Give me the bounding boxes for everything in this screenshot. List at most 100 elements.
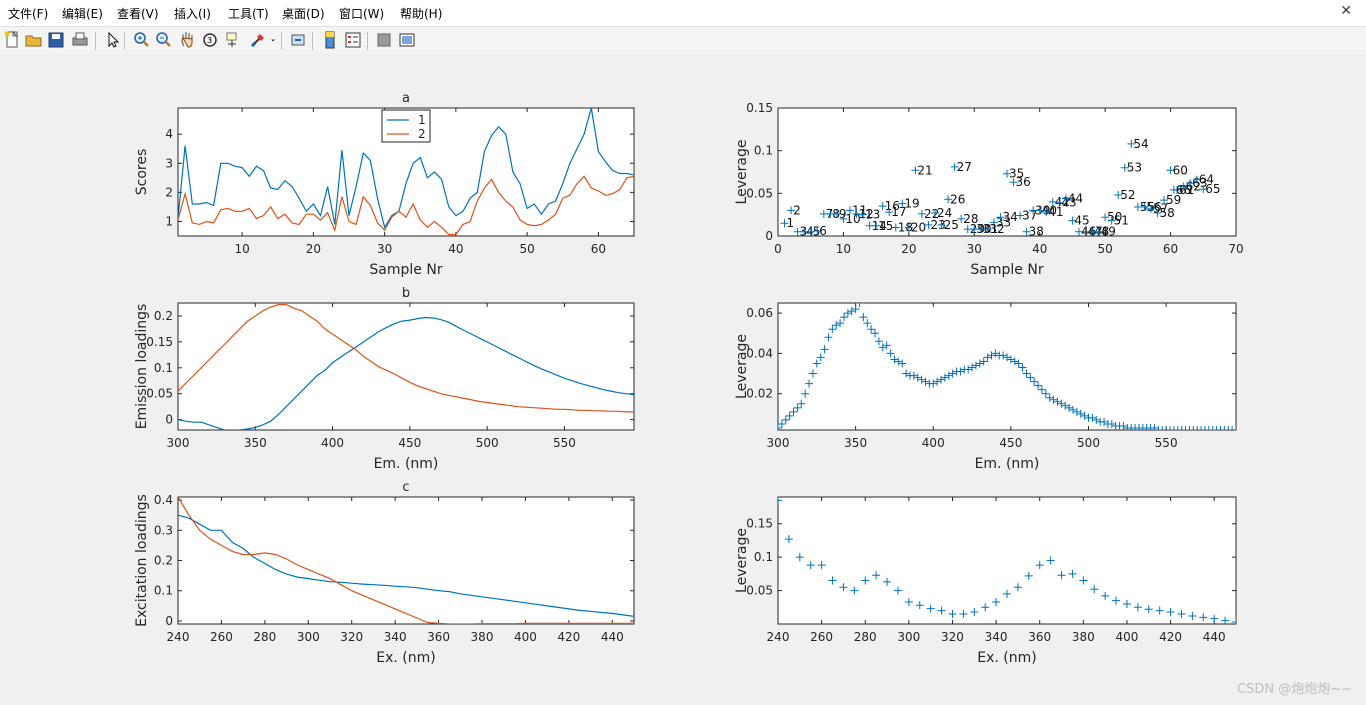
- leverage-marker: [1100, 417, 1109, 426]
- link-plot-icon[interactable]: [289, 30, 309, 50]
- x-tick-label: 260: [210, 630, 233, 644]
- leverage-marker: [1208, 426, 1217, 430]
- leverage-marker: [1120, 163, 1129, 172]
- x-tick-label: 500: [1077, 436, 1100, 450]
- legend-icon[interactable]: [343, 30, 363, 50]
- leverage-marker: [1024, 571, 1033, 580]
- point-label: 44: [1068, 191, 1083, 205]
- hide-plot-tools-icon[interactable]: [374, 30, 394, 50]
- open-file-icon[interactable]: [24, 30, 44, 50]
- leverage-marker: [1022, 227, 1031, 236]
- leverage-marker: [1177, 426, 1186, 430]
- leverage-marker: [893, 586, 902, 595]
- leverage-marker: [836, 319, 845, 328]
- leverage-marker: [1119, 421, 1128, 430]
- leverage-marker: [1068, 405, 1077, 414]
- leverage-marker: [816, 353, 825, 362]
- x-tick-label: 30: [377, 242, 392, 256]
- menu-file[interactable]: 文件(F): [8, 7, 49, 21]
- x-tick-label: 420: [557, 630, 580, 644]
- brush-icon[interactable]: [248, 30, 268, 50]
- leverage-marker: [1018, 363, 1027, 372]
- leverage-marker: [1035, 206, 1044, 215]
- point-label: 65: [1205, 182, 1220, 196]
- y-tick-label: 0.02: [746, 387, 773, 401]
- leverage-marker: [948, 609, 957, 618]
- x-tick-label: 340: [384, 630, 407, 644]
- leverage-marker: [1042, 208, 1051, 217]
- zoom-out-icon[interactable]: [154, 30, 174, 50]
- leverage-marker: [855, 303, 864, 307]
- leverage-marker: [1188, 611, 1197, 620]
- series-line-2: [178, 497, 634, 624]
- leverage-marker: [828, 325, 837, 334]
- menu-desktop[interactable]: 桌面(D): [282, 7, 325, 21]
- leverage-marker: [1177, 609, 1186, 618]
- leverage-marker: [871, 329, 880, 338]
- menu-help[interactable]: 帮助(H): [400, 7, 443, 21]
- colorbar-icon[interactable]: [320, 30, 340, 50]
- x-tick-label: 300: [767, 436, 790, 450]
- menu-window[interactable]: 窗口(W): [339, 7, 385, 21]
- menu-insert[interactable]: 插入(I): [174, 7, 211, 21]
- y-tick-label: 0.15: [146, 335, 173, 349]
- zoom-in-icon[interactable]: [132, 30, 152, 50]
- print-icon[interactable]: [70, 30, 90, 50]
- point-label: 21: [917, 163, 932, 177]
- new-figure-icon[interactable]: [2, 30, 22, 50]
- leverage-marker: [851, 305, 860, 314]
- x-tick-label: 550: [1155, 436, 1178, 450]
- leverage-marker: [957, 214, 966, 223]
- rotate-3d-icon[interactable]: 3: [200, 30, 220, 50]
- y-tick-label: 3: [165, 156, 173, 170]
- y-tick-label: 0.15: [746, 101, 773, 115]
- point-label: 47: [1088, 225, 1103, 239]
- pan-icon[interactable]: [178, 30, 198, 50]
- menu-tools[interactable]: 工具(T): [228, 7, 269, 21]
- leverage-marker: [981, 603, 990, 612]
- leverage-marker: [968, 363, 977, 372]
- leverage-marker: [1158, 426, 1167, 430]
- y-tick-label: 0.05: [146, 387, 173, 401]
- point-label: 51: [1114, 214, 1129, 228]
- x-tick-label: 380: [471, 630, 494, 644]
- leverage-marker: [944, 195, 953, 204]
- brush-dropdown-icon[interactable]: [268, 30, 278, 50]
- chart-b-leverage: 300 350 400 450 500 550 0.02 0.04 0.06 Em. (nm) Le…: [734, 302, 1237, 472]
- x-tick-label: 350: [844, 436, 867, 450]
- leverage-marker: [898, 359, 907, 368]
- y-axis-label: Excitation loadings: [134, 494, 150, 627]
- chart-title: c: [402, 480, 409, 495]
- leverage-marker: [861, 576, 870, 585]
- leverage-marker: [886, 349, 895, 358]
- y-tick-label: 0.15: [746, 517, 773, 531]
- x-tick-label: 500: [476, 436, 499, 450]
- show-plot-tools-icon[interactable]: [397, 30, 417, 50]
- point-label: 25: [944, 218, 959, 232]
- leverage-marker: [872, 221, 881, 230]
- data-cursor-icon[interactable]: [224, 30, 244, 50]
- leverage-marker: [1169, 426, 1178, 430]
- point-label: 2: [793, 203, 801, 217]
- leverage-marker: [784, 535, 793, 544]
- series-line-1: [178, 514, 634, 617]
- y-tick-label: 0.1: [154, 361, 173, 375]
- leverage-marker: [891, 223, 900, 232]
- close-icon[interactable]: ✕: [1340, 3, 1352, 19]
- leverage-marker: [832, 321, 841, 330]
- leverage-marker: [883, 577, 892, 586]
- leverage-marker: [872, 571, 881, 580]
- point-label: 4: [806, 225, 814, 239]
- leverage-marker: [971, 361, 980, 370]
- menu-edit[interactable]: 编辑(E): [62, 7, 103, 21]
- point-label: 52: [1120, 188, 1135, 202]
- leverage-marker: [1048, 197, 1057, 206]
- leverage-marker: [1088, 413, 1097, 422]
- leverage-marker: [1035, 561, 1044, 570]
- leverage-marker: [956, 367, 965, 376]
- save-icon[interactable]: [46, 30, 66, 50]
- leverage-marker: [828, 576, 837, 585]
- pointer-icon[interactable]: [103, 30, 123, 50]
- leverage-marker: [898, 199, 907, 208]
- menu-view[interactable]: 查看(V): [117, 7, 159, 21]
